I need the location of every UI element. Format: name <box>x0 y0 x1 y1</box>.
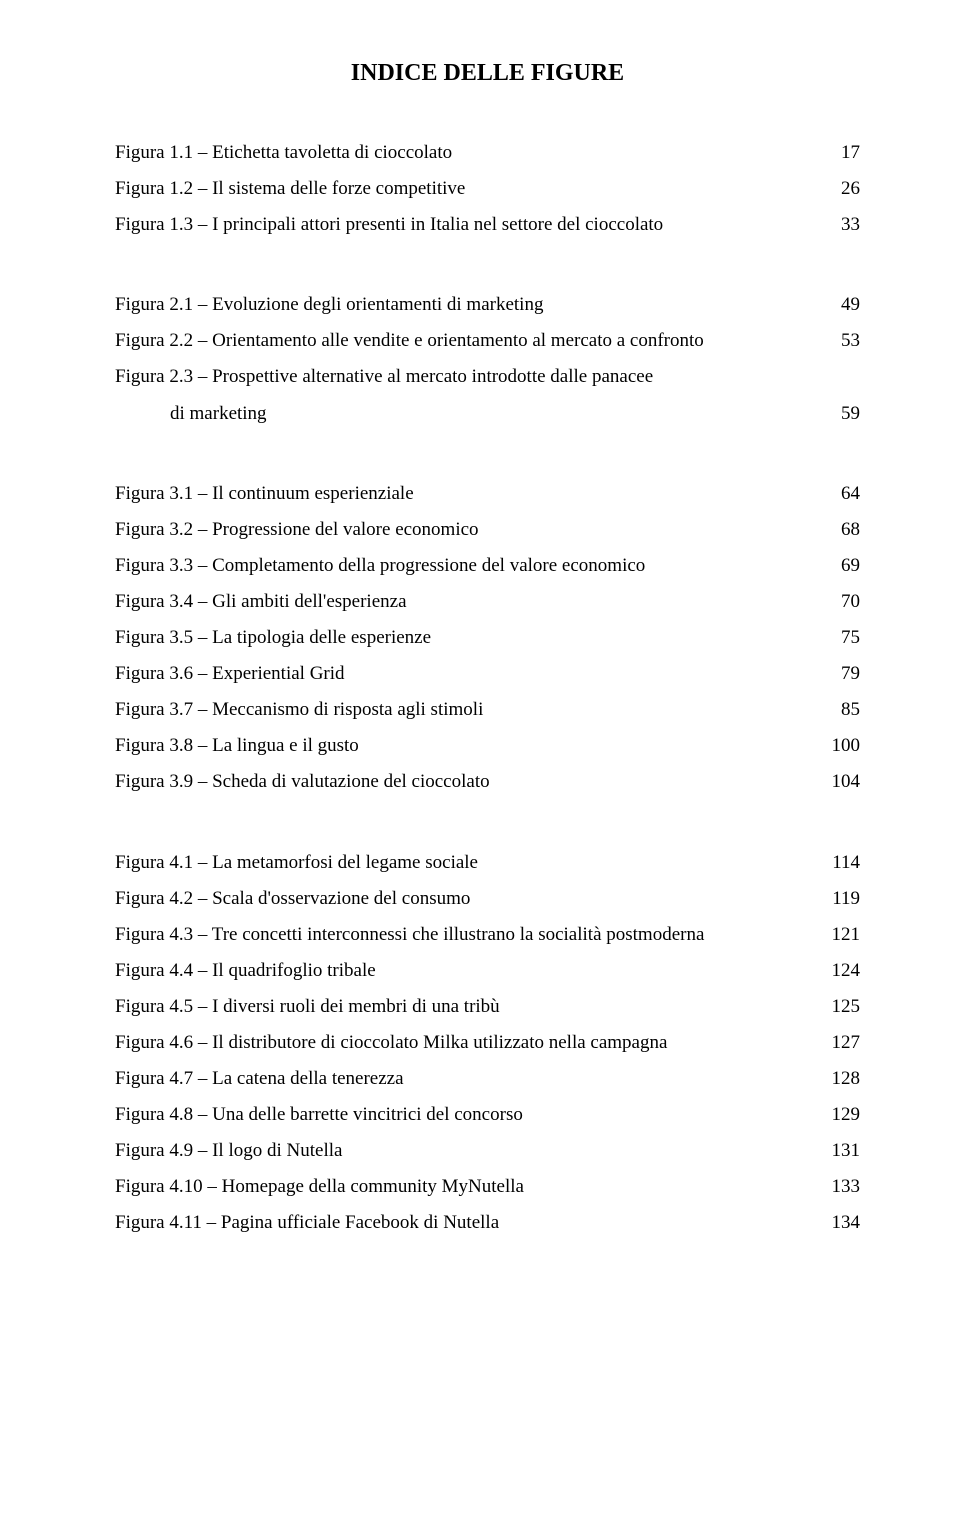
entry-text: Figura 2.2 – Orientamento alle vendite e… <box>115 323 820 359</box>
entry-page-number: 59 <box>820 396 860 432</box>
entry-page-number: 119 <box>820 881 860 917</box>
figure-entry: Figura 3.8 – La lingua e il gusto100 <box>115 728 860 764</box>
entry-page-number: 131 <box>820 1133 860 1169</box>
entry-text: di marketing <box>115 396 820 432</box>
entry-page-number: 79 <box>820 656 860 692</box>
entry-text: Figura 4.8 – Una delle barrette vincitri… <box>115 1097 820 1133</box>
entry-page-number: 85 <box>820 692 860 728</box>
figure-entry: Figura 4.1 – La metamorfosi del legame s… <box>115 845 860 881</box>
figure-entry: Figura 4.2 – Scala d'osservazione del co… <box>115 881 860 917</box>
figure-entry: Figura 2.2 – Orientamento alle vendite e… <box>115 323 860 359</box>
figure-entry: Figura 3.3 – Completamento della progres… <box>115 548 860 584</box>
figure-entry: Figura 3.1 – Il continuum esperienziale6… <box>115 476 860 512</box>
figure-entry: di marketing59 <box>115 396 860 432</box>
entry-page-number: 75 <box>820 620 860 656</box>
entry-text: Figura 4.2 – Scala d'osservazione del co… <box>115 881 820 917</box>
entry-text: Figura 4.3 – Tre concetti interconnessi … <box>115 917 820 953</box>
figure-entry: Figura 3.6 – Experiential Grid79 <box>115 656 860 692</box>
figure-entry: Figura 3.5 – La tipologia delle esperien… <box>115 620 860 656</box>
page-title: INDICE DELLE FIGURE <box>115 60 860 87</box>
entry-page-number: 64 <box>820 476 860 512</box>
figure-entry: Figura 4.5 – I diversi ruoli dei membri … <box>115 989 860 1025</box>
figure-entry: Figura 1.1 – Etichetta tavoletta di cioc… <box>115 135 860 171</box>
entry-page-number: 49 <box>820 287 860 323</box>
entry-text: Figura 1.3 – I principali attori present… <box>115 207 820 243</box>
entry-page-number: 114 <box>820 845 860 881</box>
figure-entry: Figura 1.2 – Il sistema delle forze comp… <box>115 171 860 207</box>
entry-text: Figura 4.5 – I diversi ruoli dei membri … <box>115 989 820 1025</box>
entry-page-number: 133 <box>820 1169 860 1205</box>
figure-entry: Figura 4.10 – Homepage della community M… <box>115 1169 860 1205</box>
figure-entry: Figura 3.7 – Meccanismo di risposta agli… <box>115 692 860 728</box>
entry-page-number: 17 <box>820 135 860 171</box>
entry-page-number: 70 <box>820 584 860 620</box>
figure-entry: Figura 4.11 – Pagina ufficiale Facebook … <box>115 1205 860 1241</box>
entry-text: Figura 3.4 – Gli ambiti dell'esperienza <box>115 584 820 620</box>
entry-page-number: 33 <box>820 207 860 243</box>
entry-page-number: 26 <box>820 171 860 207</box>
entry-text: Figura 4.10 – Homepage della community M… <box>115 1169 820 1205</box>
figure-entry: Figura 4.4 – Il quadrifoglio tribale124 <box>115 953 860 989</box>
figure-entry: Figura 4.9 – Il logo di Nutella131 <box>115 1133 860 1169</box>
figure-entry: Figura 3.9 – Scheda di valutazione del c… <box>115 764 860 800</box>
entry-page-number: 134 <box>820 1205 860 1241</box>
entry-page-number: 129 <box>820 1097 860 1133</box>
entry-text: Figura 4.11 – Pagina ufficiale Facebook … <box>115 1205 820 1241</box>
entry-text: Figura 3.1 – Il continuum esperienziale <box>115 476 820 512</box>
entry-page-number: 124 <box>820 953 860 989</box>
figure-entry: Figura 3.4 – Gli ambiti dell'esperienza7… <box>115 584 860 620</box>
entry-text: Figura 3.2 – Progressione del valore eco… <box>115 512 820 548</box>
figure-entry: Figura 2.1 – Evoluzione degli orientamen… <box>115 287 860 323</box>
entry-text: Figura 3.9 – Scheda di valutazione del c… <box>115 764 820 800</box>
figure-entry: Figura 2.3 – Prospettive alternative al … <box>115 359 860 395</box>
figure-section: Figura 2.1 – Evoluzione degli orientamen… <box>115 287 860 431</box>
entry-text: Figura 3.3 – Completamento della progres… <box>115 548 820 584</box>
document-page: INDICE DELLE FIGURE Figura 1.1 – Etichet… <box>0 0 960 1540</box>
figure-entry: Figura 4.7 – La catena della tenerezza12… <box>115 1061 860 1097</box>
entry-page-number: 53 <box>820 323 860 359</box>
entry-text: Figura 1.2 – Il sistema delle forze comp… <box>115 171 820 207</box>
entry-text: Figura 3.6 – Experiential Grid <box>115 656 820 692</box>
entry-text: Figura 1.1 – Etichetta tavoletta di cioc… <box>115 135 820 171</box>
figure-section: Figura 3.1 – Il continuum esperienziale6… <box>115 476 860 801</box>
entry-text: Figura 4.1 – La metamorfosi del legame s… <box>115 845 820 881</box>
entry-page-number: 68 <box>820 512 860 548</box>
figure-entry: Figura 4.6 – Il distributore di cioccola… <box>115 1025 860 1061</box>
entry-text: Figura 3.5 – La tipologia delle esperien… <box>115 620 820 656</box>
figure-section: Figura 1.1 – Etichetta tavoletta di cioc… <box>115 135 860 243</box>
entry-text: Figura 4.7 – La catena della tenerezza <box>115 1061 820 1097</box>
entry-text: Figura 2.3 – Prospettive alternative al … <box>115 359 820 395</box>
entry-text: Figura 2.1 – Evoluzione degli orientamen… <box>115 287 820 323</box>
entry-page-number: 128 <box>820 1061 860 1097</box>
figure-entry: Figura 4.8 – Una delle barrette vincitri… <box>115 1097 860 1133</box>
figure-section: Figura 4.1 – La metamorfosi del legame s… <box>115 845 860 1242</box>
entry-text: Figura 4.4 – Il quadrifoglio tribale <box>115 953 820 989</box>
entry-text: Figura 3.7 – Meccanismo di risposta agli… <box>115 692 820 728</box>
entry-page-number: 100 <box>820 728 860 764</box>
entry-text: Figura 4.6 – Il distributore di cioccola… <box>115 1025 820 1061</box>
figure-entry: Figura 1.3 – I principali attori present… <box>115 207 860 243</box>
entry-text: Figura 3.8 – La lingua e il gusto <box>115 728 820 764</box>
entry-page-number: 127 <box>820 1025 860 1061</box>
sections-container: Figura 1.1 – Etichetta tavoletta di cioc… <box>115 135 860 1242</box>
entry-page-number: 104 <box>820 764 860 800</box>
figure-entry: Figura 4.3 – Tre concetti interconnessi … <box>115 917 860 953</box>
figure-entry: Figura 3.2 – Progressione del valore eco… <box>115 512 860 548</box>
entry-page-number: 69 <box>820 548 860 584</box>
entry-page-number: 125 <box>820 989 860 1025</box>
entry-page-number: 121 <box>820 917 860 953</box>
entry-text: Figura 4.9 – Il logo di Nutella <box>115 1133 820 1169</box>
